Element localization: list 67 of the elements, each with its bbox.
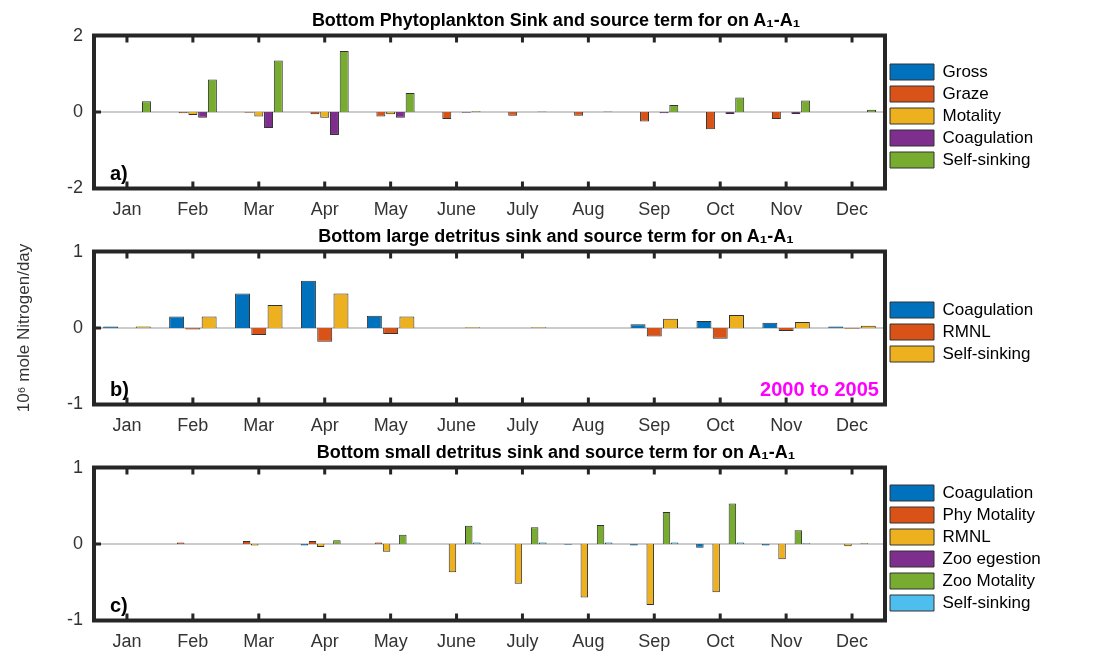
x-tick-label: Dec xyxy=(836,199,869,220)
x-tick-label: May xyxy=(373,199,408,220)
x-tick-label: Sep xyxy=(638,199,671,220)
legend-label: RMNL xyxy=(942,321,991,341)
annotation: b) xyxy=(110,377,129,400)
y-tick-label: 1 xyxy=(72,456,83,477)
x-tick-label: Oct xyxy=(706,415,735,436)
legend-label: RMNL xyxy=(942,526,991,546)
annotation: 2000 to 2005 xyxy=(760,377,879,400)
y-tick-label: 0 xyxy=(72,316,83,337)
y-tick-label: -1 xyxy=(66,609,83,630)
x-tick-label: Feb xyxy=(177,199,209,220)
legend-label: Self-sinking xyxy=(942,149,1031,169)
x-tick-label: Sep xyxy=(638,631,671,652)
legend-label: Graze xyxy=(942,83,989,103)
chart-title: Bottom small detritus sink and source term for on A₁-A₁ xyxy=(316,441,796,462)
x-tick-label: Dec xyxy=(836,415,869,436)
x-tick-label: June xyxy=(437,631,477,652)
x-tick-label: Feb xyxy=(177,631,209,652)
x-tick-label: May xyxy=(373,415,408,436)
legend-label: Zoo Motality xyxy=(942,570,1036,590)
y-tick-label: 0 xyxy=(72,532,83,553)
x-tick-label: Apr xyxy=(310,415,339,436)
legend-label: Coagulation xyxy=(942,299,1034,319)
x-tick-label: Jan xyxy=(112,631,142,652)
x-tick-label: Nov xyxy=(770,199,803,220)
legend-label: Phy Motality xyxy=(942,504,1036,524)
x-tick-label: July xyxy=(506,415,539,436)
y-tick-label: 0 xyxy=(72,100,83,121)
x-tick-label: Nov xyxy=(770,631,803,652)
x-tick-label: June xyxy=(437,415,477,436)
y-tick-label: 1 xyxy=(72,240,83,261)
x-tick-label: Nov xyxy=(770,415,803,436)
y-tick-label: -1 xyxy=(66,393,83,414)
legend-label: Coagulation xyxy=(942,127,1034,147)
legend-label: Zoo egestion xyxy=(942,548,1041,568)
x-tick-label: Apr xyxy=(310,631,339,652)
x-tick-label: Aug xyxy=(572,415,605,436)
chart-title: Bottom large detritus sink and source term for on A₁-A₁ xyxy=(318,225,794,246)
x-tick-label: July xyxy=(506,199,539,220)
x-tick-label: Mar xyxy=(243,199,275,220)
x-tick-label: Oct xyxy=(706,199,735,220)
x-tick-label: Sep xyxy=(638,415,671,436)
x-tick-label: Apr xyxy=(310,199,339,220)
y-axis-title: 10⁶ mole Nitrogen/day xyxy=(13,243,33,413)
legend-label: Motality xyxy=(942,105,1002,125)
legend-label: Coagulation xyxy=(942,482,1034,502)
x-tick-label: Aug xyxy=(572,631,605,652)
x-tick-label: May xyxy=(373,631,408,652)
x-tick-label: Jan xyxy=(112,199,142,220)
x-tick-label: Dec xyxy=(836,631,869,652)
annotation: c) xyxy=(110,593,128,616)
y-tick-label: -2 xyxy=(66,177,83,198)
chart-title: Bottom Phytoplankton Sink and source term for on A₁-A₁ xyxy=(311,9,801,30)
x-tick-label: Aug xyxy=(572,199,605,220)
legend-label: Self-sinking xyxy=(942,343,1031,363)
x-tick-label: Feb xyxy=(177,415,209,436)
legend-label: Self-sinking xyxy=(942,592,1031,612)
x-tick-label: Oct xyxy=(706,631,735,652)
annotation: a) xyxy=(110,161,128,184)
x-tick-label: Mar xyxy=(243,415,275,436)
x-tick-label: July xyxy=(506,631,539,652)
x-tick-label: June xyxy=(437,199,477,220)
legend-label: Gross xyxy=(942,61,988,81)
y-tick-label: 2 xyxy=(72,24,83,45)
x-tick-label: Mar xyxy=(243,631,275,652)
x-tick-label: Jan xyxy=(112,415,142,436)
